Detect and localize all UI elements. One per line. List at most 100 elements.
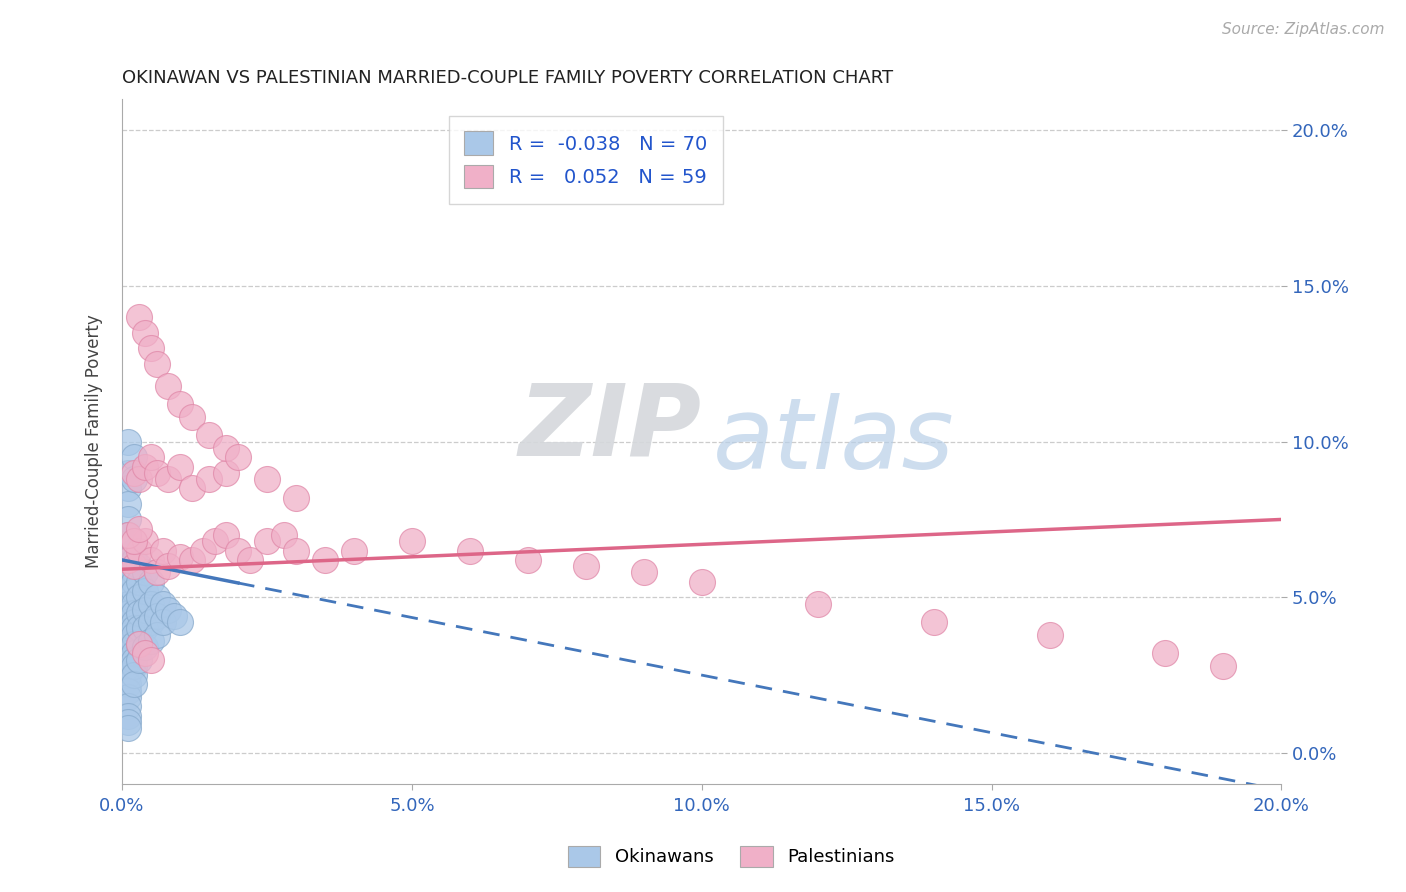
Point [117, 652, 139, 666]
Point [139, 633, 162, 648]
Point [117, 528, 139, 542]
Point [169, 459, 191, 474]
Point [516, 553, 538, 567]
Point [122, 466, 145, 480]
Y-axis label: Married-Couple Family Poverty: Married-Couple Family Poverty [86, 315, 103, 568]
Point [134, 566, 156, 580]
Point [117, 606, 139, 620]
Point [152, 543, 174, 558]
Point [139, 597, 162, 611]
Point [458, 543, 481, 558]
Point [117, 553, 139, 567]
Point [157, 559, 180, 574]
Point [284, 491, 307, 505]
Point [122, 646, 145, 660]
Point [575, 559, 598, 574]
Point [117, 591, 139, 605]
Legend: R =  -0.038   N = 70, R =   0.052   N = 59: R = -0.038 N = 70, R = 0.052 N = 59 [449, 116, 723, 204]
Point [690, 574, 713, 589]
Point [122, 627, 145, 641]
Point [157, 603, 180, 617]
Point [152, 597, 174, 611]
Point [128, 637, 150, 651]
Point [146, 627, 169, 641]
Point [117, 683, 139, 698]
Point [146, 591, 169, 605]
Point [117, 597, 139, 611]
Point [117, 553, 139, 567]
Point [169, 397, 191, 411]
Text: Source: ZipAtlas.com: Source: ZipAtlas.com [1222, 22, 1385, 37]
Point [215, 528, 238, 542]
Point [134, 459, 156, 474]
Point [215, 441, 238, 455]
Point [117, 615, 139, 630]
Point [117, 668, 139, 682]
Point [139, 450, 162, 465]
Point [128, 522, 150, 536]
Point [122, 472, 145, 486]
Point [215, 466, 238, 480]
Point [128, 310, 150, 324]
Point [134, 326, 156, 340]
Point [128, 621, 150, 635]
Point [122, 543, 145, 558]
Point [117, 481, 139, 495]
Point [134, 646, 156, 660]
Point [139, 652, 162, 666]
Point [128, 652, 150, 666]
Point [169, 615, 191, 630]
Point [117, 627, 139, 641]
Point [122, 534, 145, 549]
Point [128, 543, 150, 558]
Point [117, 714, 139, 729]
Point [343, 543, 366, 558]
Point [284, 543, 307, 558]
Point [146, 609, 169, 624]
Point [117, 721, 139, 735]
Point [117, 646, 139, 660]
Point [204, 534, 226, 549]
Point [139, 553, 162, 567]
Point [239, 553, 262, 567]
Point [180, 553, 202, 567]
Point [122, 652, 145, 666]
Point [122, 606, 145, 620]
Point [146, 566, 169, 580]
Point [117, 677, 139, 691]
Point [134, 584, 156, 599]
Point [256, 472, 278, 486]
Point [157, 472, 180, 486]
Point [157, 378, 180, 392]
Point [122, 615, 145, 630]
Text: OKINAWAN VS PALESTINIAN MARRIED-COUPLE FAMILY POVERTY CORRELATION CHART: OKINAWAN VS PALESTINIAN MARRIED-COUPLE F… [122, 69, 893, 87]
Point [128, 637, 150, 651]
Point [134, 640, 156, 654]
Point [122, 668, 145, 682]
Point [122, 658, 145, 673]
Point [256, 534, 278, 549]
Point [134, 603, 156, 617]
Point [193, 543, 215, 558]
Point [180, 481, 202, 495]
Point [152, 615, 174, 630]
Text: atlas: atlas [713, 393, 955, 490]
Point [128, 606, 150, 620]
Point [139, 574, 162, 589]
Point [401, 534, 423, 549]
Point [117, 574, 139, 589]
Point [139, 615, 162, 630]
Point [134, 621, 156, 635]
Point [163, 609, 186, 624]
Point [128, 574, 150, 589]
Point [117, 559, 139, 574]
Point [117, 621, 139, 635]
Point [117, 690, 139, 704]
Point [117, 497, 139, 511]
Legend: Okinawans, Palestinians: Okinawans, Palestinians [561, 838, 901, 874]
Point [1154, 646, 1177, 660]
Point [226, 450, 249, 465]
Point [122, 597, 145, 611]
Point [117, 637, 139, 651]
Point [122, 637, 145, 651]
